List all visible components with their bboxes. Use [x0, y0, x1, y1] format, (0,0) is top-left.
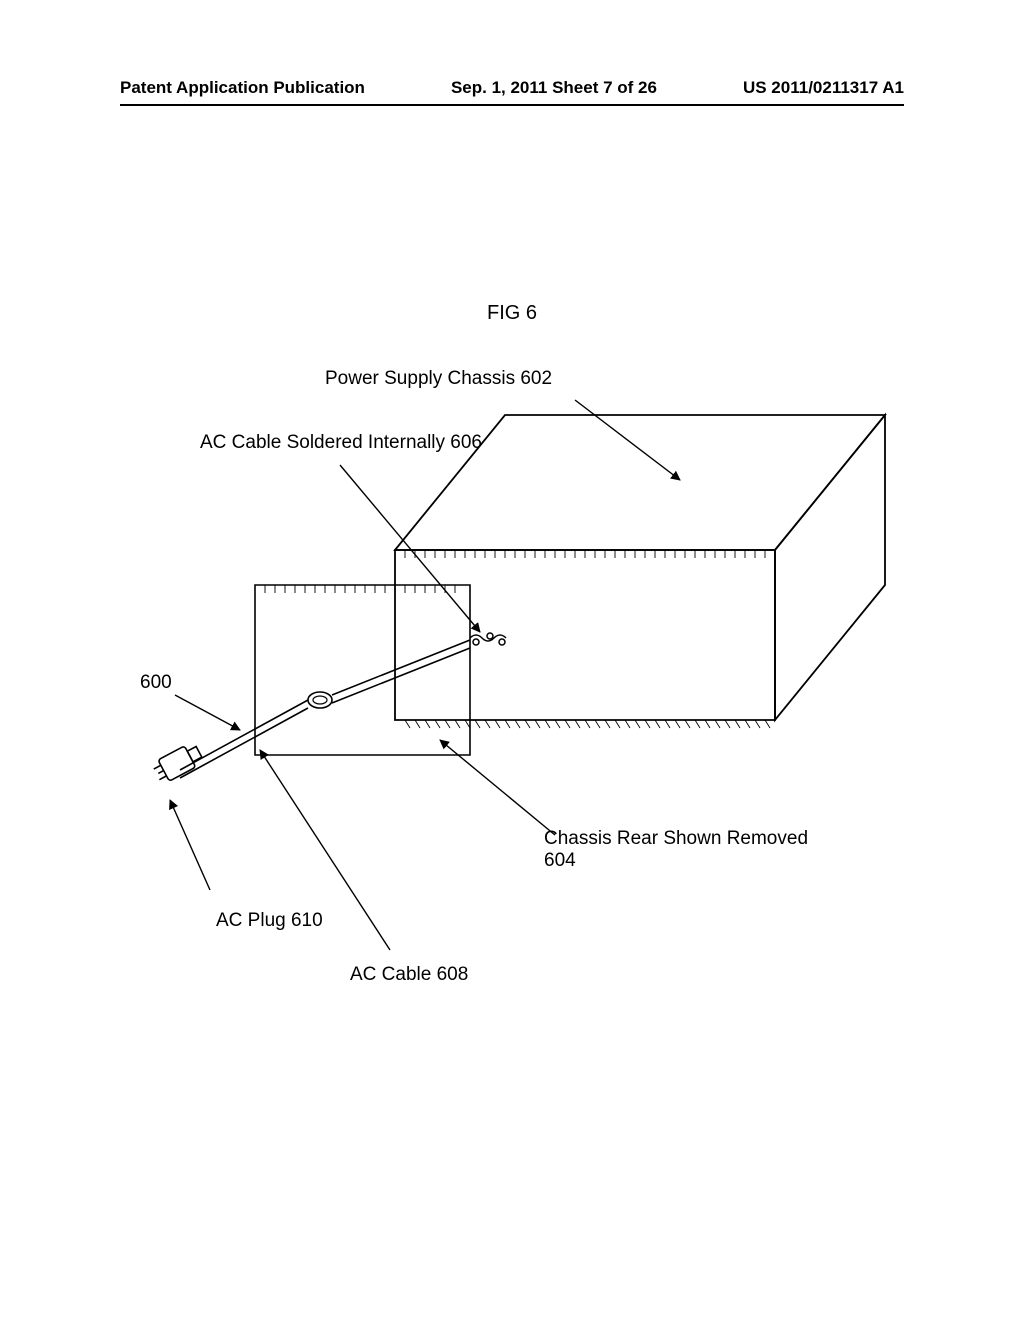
- patent-page: Patent Application Publication Sep. 1, 2…: [0, 0, 1024, 1320]
- figure-title: FIG 6: [0, 302, 1024, 325]
- header-right: US 2011/0211317 A1: [743, 78, 904, 98]
- header-center: Sep. 1, 2011 Sheet 7 of 26: [451, 78, 657, 98]
- label-cable: AC Cable 608: [350, 964, 468, 986]
- figure-svg: [110, 360, 910, 960]
- header-left: Patent Application Publication: [120, 78, 365, 98]
- page-header: Patent Application Publication Sep. 1, 2…: [120, 78, 904, 106]
